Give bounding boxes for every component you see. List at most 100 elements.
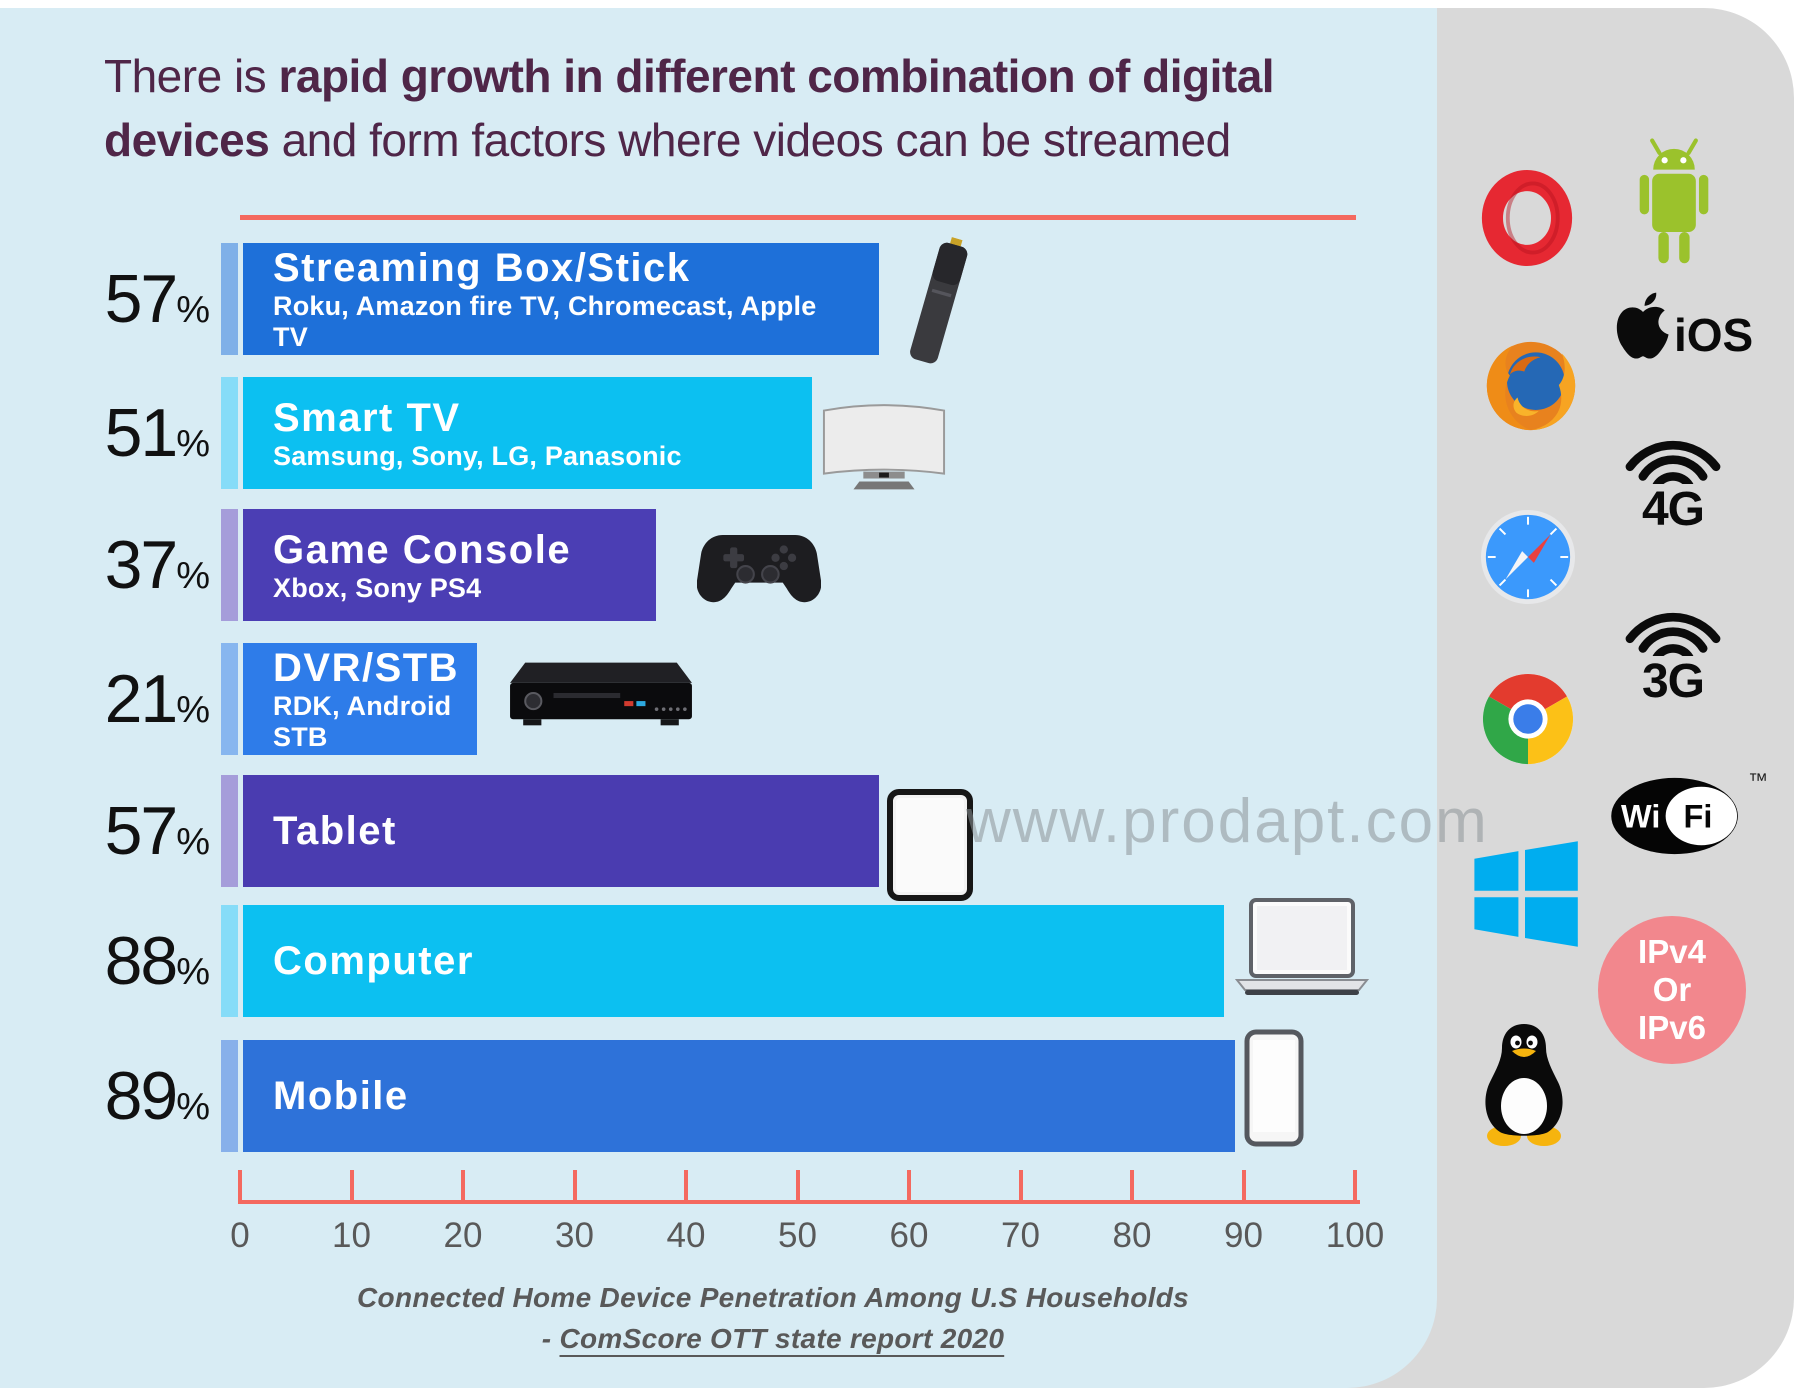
axis-tick-label: 0 xyxy=(230,1216,250,1255)
streaming-stick-image xyxy=(877,226,1002,378)
bar-sublabel: Roku, Amazon fire TV, Chromecast, Apple … xyxy=(273,291,817,352)
bar-row-smart-tv: 51% Smart TV Samsung, Sony, LG, Panasoni… xyxy=(0,377,1437,489)
axis-tick xyxy=(907,1170,911,1202)
bar-label: Mobile xyxy=(273,1074,409,1118)
safari-icon xyxy=(1479,508,1577,606)
axis-tick xyxy=(349,1170,354,1202)
apple-icon xyxy=(1612,284,1674,368)
bar: Computer xyxy=(243,905,1224,1017)
axis-tick-label: 50 xyxy=(778,1216,817,1255)
bar-strip xyxy=(221,905,238,1017)
linux-tux-icon xyxy=(1474,1014,1574,1152)
watermark: www.prodapt.com xyxy=(966,787,1489,856)
chart-top-rule xyxy=(240,215,1356,220)
caption-source-link[interactable]: ComScore OTT state report 2020 xyxy=(559,1323,1005,1354)
axis-tick xyxy=(795,1170,800,1202)
x-axis-line xyxy=(238,1200,1360,1204)
ipv4-or-ipv6-badge: IPv4 Or IPv6 xyxy=(1598,916,1746,1064)
axis-tick-label: 100 xyxy=(1325,1216,1385,1255)
bar-label: Smart TV xyxy=(273,395,461,440)
chrome-icon xyxy=(1479,670,1577,768)
bar-label: Computer xyxy=(273,939,474,983)
percent-label: 51% xyxy=(104,395,210,471)
bar-strip xyxy=(221,775,238,887)
4g-icon: 4G xyxy=(1614,428,1732,538)
percent-label: 37% xyxy=(104,527,210,603)
3g-label: 3G xyxy=(1641,655,1705,708)
game-controller-image xyxy=(697,516,821,614)
caption-source-prefix: - xyxy=(541,1323,560,1354)
bar-row-tablet: 57% Tablet xyxy=(0,775,1437,887)
bar-label: Game Console xyxy=(273,527,572,572)
windows-icon xyxy=(1470,838,1580,950)
ipv-line2: Or xyxy=(1652,971,1692,1008)
axis-tick-label: 40 xyxy=(666,1216,706,1255)
ios-label: iOS xyxy=(1674,309,1754,361)
bar-label: DVR/STB xyxy=(273,646,460,690)
axis-tick xyxy=(572,1170,577,1202)
chart-caption: Connected Home Device Penetration Among … xyxy=(242,1282,1304,1355)
percent-label: 88% xyxy=(104,923,210,999)
svg-text:Fi: Fi xyxy=(1683,798,1712,834)
bar-strip xyxy=(221,643,238,755)
axis-tick-label: 30 xyxy=(555,1216,594,1255)
bar: DVR/STB RDK, Android STB xyxy=(243,643,477,755)
bar-row-game-console: 37% Game Console Xbox, Sony PS4 xyxy=(0,509,1437,621)
bar-strip xyxy=(221,1040,238,1152)
caption-text: Connected Home Device Penetration Among … xyxy=(357,1282,1189,1313)
ipv-line3: IPv6 xyxy=(1638,1009,1706,1046)
percent-label: 21% xyxy=(104,661,210,737)
axis-tick xyxy=(461,1170,465,1202)
wifi-trademark: ™ xyxy=(1748,770,1768,792)
svg-text:Wi: Wi xyxy=(1621,798,1660,834)
bar-strip xyxy=(221,377,238,489)
4g-label: 4G xyxy=(1641,483,1705,536)
3g-icon: 3G xyxy=(1614,600,1732,710)
title-line2: devices and form factors where videos ca… xyxy=(104,114,1231,166)
tablet-image xyxy=(886,788,974,902)
bar-sublabel: RDK, Android STB xyxy=(273,691,452,752)
ipv-line1: IPv4 xyxy=(1638,933,1706,970)
wifi-icon: Wi Fi xyxy=(1608,772,1746,860)
chart-panel xyxy=(0,8,1437,1388)
bar: Game Console Xbox, Sony PS4 xyxy=(243,509,656,621)
laptop-image xyxy=(1235,898,1369,998)
axis-tick xyxy=(1018,1170,1023,1202)
percent-label: 57% xyxy=(104,261,210,337)
bar-row-dvr-stb: 21% DVR/STB RDK, Android STB xyxy=(0,643,1437,755)
axis-tick-label: 10 xyxy=(332,1216,371,1255)
bar-label: Tablet xyxy=(273,809,397,853)
bar: Mobile xyxy=(243,1040,1235,1152)
axis-tick xyxy=(1353,1170,1357,1202)
smart-tv-image xyxy=(820,398,948,498)
bar: Streaming Box/Stick Roku, Amazon fire TV… xyxy=(243,243,879,355)
bar-strip xyxy=(221,243,238,355)
page-title: There is rapid growth in different combi… xyxy=(104,44,1275,172)
firefox-icon xyxy=(1483,338,1579,434)
bar-row-mobile: 89% Mobile xyxy=(0,1040,1437,1152)
axis-tick xyxy=(1130,1170,1134,1202)
bar-sublabel: Samsung, Sony, LG, Panasonic xyxy=(273,440,682,471)
title-line1: There is rapid growth in different combi… xyxy=(104,50,1275,102)
axis-tick xyxy=(684,1170,688,1202)
axis-tick xyxy=(238,1170,242,1202)
percent-label: 89% xyxy=(104,1058,210,1134)
android-icon xyxy=(1622,128,1726,282)
bar-strip xyxy=(221,509,238,621)
smartphone-image xyxy=(1243,1028,1305,1148)
bar-sublabel: Xbox, Sony PS4 xyxy=(273,572,482,603)
bar-row-streaming-box: 57% Streaming Box/Stick Roku, Amazon fir… xyxy=(0,243,1437,355)
axis-tick-label: 20 xyxy=(443,1216,483,1255)
bar: Tablet xyxy=(243,775,879,887)
axis-tick-label: 70 xyxy=(1001,1216,1040,1255)
axis-tick-label: 80 xyxy=(1112,1216,1152,1255)
axis-tick-label: 60 xyxy=(889,1216,929,1255)
caption-source-line: - ComScore OTT state report 2020 xyxy=(242,1323,1304,1355)
axis-tick xyxy=(1241,1170,1246,1202)
bar: Smart TV Samsung, Sony, LG, Panasonic xyxy=(243,377,812,489)
bar-row-computer: 88% Computer xyxy=(0,905,1437,1017)
bar-label: Streaming Box/Stick xyxy=(273,246,691,290)
axis-tick-label: 90 xyxy=(1224,1216,1263,1255)
dvr-box-image xyxy=(505,650,697,736)
